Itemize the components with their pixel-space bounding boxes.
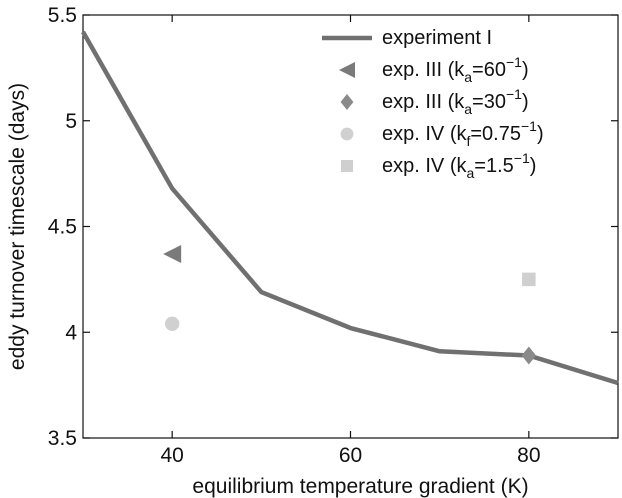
y-axis-label: eddy turnover timescale (days) bbox=[6, 83, 29, 370]
legend-label: exp. IV (kf=0.75−1) bbox=[382, 118, 544, 149]
x-axis-label: equilibrium temperature gradient (K) bbox=[192, 475, 528, 498]
legend-label: exp. III (ka=60−1) bbox=[382, 54, 529, 85]
legend-label: exp. IV (ka=1.5−1) bbox=[382, 150, 536, 181]
y-tick-label: 4 bbox=[65, 321, 77, 344]
legend-label: exp. III (ka=30−1) bbox=[382, 86, 529, 117]
series-layer bbox=[81, 30, 619, 386]
data-point-circle bbox=[164, 316, 180, 331]
x-tick-label: 40 bbox=[160, 444, 183, 467]
legend-marker-triangle-left bbox=[339, 62, 355, 78]
legend-marker-circle bbox=[340, 127, 354, 141]
axis-ticks: 40 60 80 3.5 4 4.5 5 5.5 bbox=[48, 4, 618, 467]
plot-area bbox=[82, 14, 619, 439]
series-line-experiment-1 bbox=[81, 30, 619, 386]
y-tick-label: 3.5 bbox=[48, 427, 77, 450]
legend: experiment I exp. III (ka=60−1)exp. III (… bbox=[322, 27, 544, 181]
legend-label: experiment I bbox=[382, 27, 492, 49]
legend-marker-diamond bbox=[340, 94, 354, 110]
y-tick-label: 5 bbox=[65, 110, 77, 133]
x-tick-label: 80 bbox=[517, 444, 540, 467]
y-tick-label: 4.5 bbox=[48, 216, 77, 239]
x-tick-label: 60 bbox=[339, 444, 362, 467]
data-point-diamond bbox=[521, 346, 537, 365]
data-point-triangle-left bbox=[163, 244, 182, 263]
legend-marker-square bbox=[341, 160, 353, 172]
data-point-square bbox=[522, 272, 536, 287]
plot-frame bbox=[82, 14, 619, 439]
y-tick-label: 5.5 bbox=[48, 4, 77, 27]
